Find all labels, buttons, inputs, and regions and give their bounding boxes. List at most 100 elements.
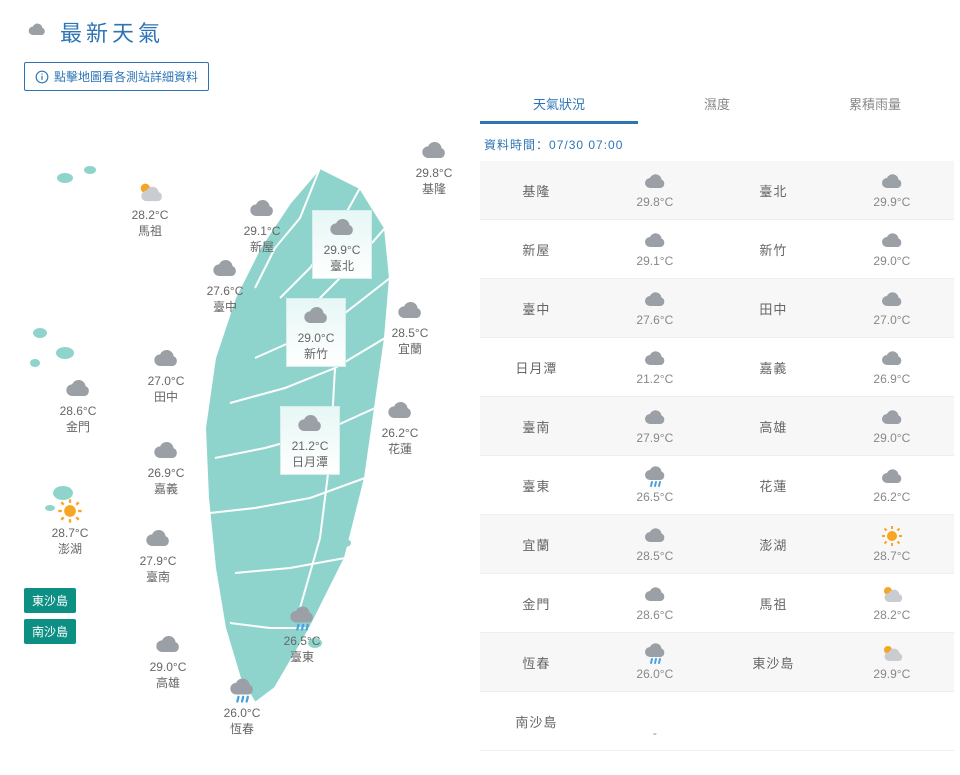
map-station[interactable]: 29.0°C高雄 — [138, 632, 198, 691]
station-temp: 21.2°C — [283, 438, 337, 454]
table-cell-name[interactable]: 臺中 — [480, 279, 593, 337]
weather-icon — [133, 180, 167, 206]
islets-icon — [50, 158, 110, 198]
table-cell-name[interactable]: 日月潭 — [480, 338, 593, 396]
table-cell-name[interactable]: 基隆 — [480, 161, 593, 219]
table-cell-value: 21.2°C — [593, 338, 717, 396]
map-station[interactable]: 27.6°C臺中 — [195, 256, 255, 315]
map-station[interactable]: 27.0°C田中 — [136, 346, 196, 405]
table-cell-value: 28.7°C — [830, 515, 954, 573]
station-name: 宜蘭 — [380, 341, 440, 357]
map-container[interactable]: 29.8°C基隆 29.9°C臺北 29.1°C新屋 28.2°C馬祖 27.6°C臺中… — [0, 98, 480, 758]
map-station[interactable]: 26.0°C恆春 — [212, 678, 272, 737]
map-station[interactable]: 28.6°C金門 — [48, 376, 108, 435]
weather-icon — [383, 398, 417, 424]
cell-temp: 29.9°C — [873, 195, 910, 209]
cell-temp: 26.2°C — [873, 490, 910, 504]
weather-icon — [640, 643, 670, 665]
table-row: 臺中27.6°C田中27.0°C — [480, 279, 954, 338]
table-cell-value: 28.6°C — [593, 574, 717, 632]
cloud-icon — [24, 20, 50, 45]
page-title: 最新天氣 — [60, 16, 164, 48]
station-temp: 29.9°C — [315, 242, 369, 258]
table-cell-name[interactable]: 嘉義 — [717, 338, 830, 396]
tab-weather[interactable]: 天氣狀況 — [480, 86, 638, 124]
table-cell-name[interactable]: 宜蘭 — [480, 515, 593, 573]
table-row: 日月潭21.2°C嘉義26.9°C — [480, 338, 954, 397]
station-temp: 27.9°C — [128, 553, 188, 569]
station-table: 基隆 29.8°C 臺北 29.9°C 新屋29.1°C新竹29.0°C臺中27.6°C… — [480, 161, 954, 751]
badge-nansha[interactable]: 南沙島 — [24, 619, 76, 644]
map-station[interactable]: 29.8°C基隆 — [404, 138, 464, 197]
table-cell-name[interactable]: 澎湖 — [717, 515, 830, 573]
station-name: 金門 — [48, 419, 108, 435]
table-cell-name[interactable]: 新屋 — [480, 220, 593, 278]
table-cell-name[interactable]: 恆春 — [480, 633, 593, 691]
table-row: 恆春26.0°C東沙島29.9°C — [480, 633, 954, 692]
weather-icon — [640, 171, 670, 193]
table-cell-value: 26.2°C — [830, 456, 954, 514]
table-cell-name[interactable]: 金門 — [480, 574, 593, 632]
station-temp: 28.2°C — [120, 207, 180, 223]
weather-icon — [640, 584, 670, 606]
map-station[interactable]: 26.9°C嘉義 — [136, 438, 196, 497]
weather-icon — [393, 298, 427, 324]
map-station[interactable]: 28.5°C宜蘭 — [380, 298, 440, 357]
cell-temp: 29.8°C — [636, 195, 673, 209]
weather-icon — [53, 498, 87, 524]
table-cell-value: 29.8°C — [593, 161, 717, 219]
station-name: 嘉義 — [136, 481, 196, 497]
station-name: 高雄 — [138, 675, 198, 691]
station-temp: 28.6°C — [48, 403, 108, 419]
table-cell-name[interactable]: 田中 — [717, 279, 830, 337]
table-cell-name[interactable]: 新竹 — [717, 220, 830, 278]
station-name: 馬祖 — [120, 223, 180, 239]
weather-icon — [149, 438, 183, 464]
map-hint: 點擊地圖看各測站詳細資料 — [24, 62, 209, 91]
station-name: 基隆 — [404, 181, 464, 197]
badge-dongsha[interactable]: 東沙島 — [24, 588, 76, 613]
weather-icon — [285, 606, 319, 632]
station-name: 新屋 — [232, 239, 292, 255]
table-cell-name[interactable]: 臺東 — [480, 456, 593, 514]
map-station[interactable]: 29.0°C新竹 — [286, 298, 346, 367]
map-station[interactable]: 26.5°C臺東 — [272, 606, 332, 665]
map-station[interactable]: 26.2°C花蓮 — [370, 398, 430, 457]
table-cell-value: 29.0°C — [830, 220, 954, 278]
table-cell-empty — [717, 692, 830, 750]
map-station[interactable]: 28.7°C澎湖 — [40, 498, 100, 557]
table-cell-name[interactable]: 馬祖 — [717, 574, 830, 632]
data-time: 資料時間：07/30 07:00 — [480, 124, 954, 161]
table-row: 臺南27.9°C高雄29.0°C — [480, 397, 954, 456]
data-time-value: 07/30 07:00 — [549, 138, 623, 152]
weather-icon — [640, 348, 670, 370]
tab-rainfall[interactable]: 累積雨量 — [796, 86, 954, 124]
tab-humidity[interactable]: 濕度 — [638, 86, 796, 124]
station-temp: 26.5°C — [272, 633, 332, 649]
map-station[interactable]: 29.9°C臺北 — [312, 210, 372, 279]
map-station[interactable]: 29.1°C新屋 — [232, 196, 292, 255]
station-temp: 28.5°C — [380, 325, 440, 341]
map-station[interactable]: 27.9°C臺南 — [128, 526, 188, 585]
table-cell-name[interactable]: 花蓮 — [717, 456, 830, 514]
table-cell-value: 29.1°C — [593, 220, 717, 278]
weather-icon — [640, 230, 670, 252]
cell-temp: 28.7°C — [873, 549, 910, 563]
station-name: 臺中 — [195, 299, 255, 315]
map-station[interactable]: 21.2°C日月潭 — [280, 406, 340, 475]
info-icon — [35, 70, 49, 84]
table-cell-name[interactable]: 臺北 — [717, 161, 830, 219]
weather-icon — [417, 138, 451, 164]
map-station[interactable]: 28.2°C馬祖 — [120, 180, 180, 239]
weather-icon — [151, 632, 185, 658]
table-cell-name[interactable]: 臺南 — [480, 397, 593, 455]
cell-temp: 28.2°C — [873, 608, 910, 622]
table-cell-value: 27.0°C — [830, 279, 954, 337]
table-cell-name[interactable]: 東沙島 — [717, 633, 830, 691]
table-cell-name[interactable]: 南沙島 — [480, 692, 593, 750]
station-temp: 29.0°C — [289, 330, 343, 346]
station-temp: 26.0°C — [212, 705, 272, 721]
table-row: 南沙島- — [480, 692, 954, 751]
weather-icon — [245, 196, 279, 222]
table-cell-name[interactable]: 高雄 — [717, 397, 830, 455]
